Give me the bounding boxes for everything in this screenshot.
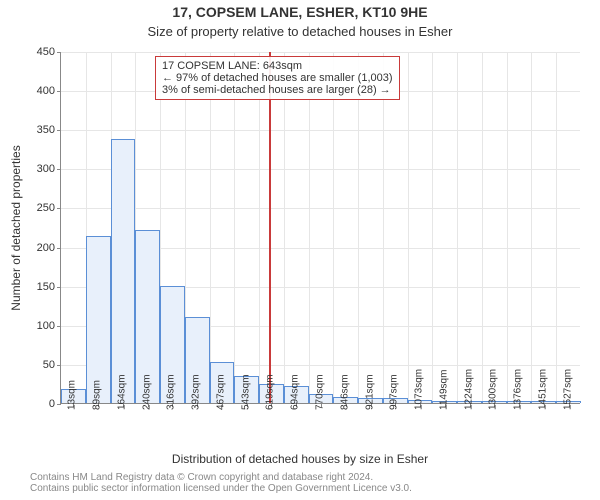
gridline-v [408, 52, 409, 403]
histogram-bar [86, 236, 111, 403]
ytick-mark [57, 404, 61, 405]
gridline-h [61, 208, 580, 209]
gridline-h [61, 169, 580, 170]
gridline-h [61, 130, 580, 131]
gridline-v [309, 52, 310, 403]
attribution-footer: Contains HM Land Registry data © Crown c… [30, 472, 412, 494]
ytick-label: 350 [5, 124, 55, 136]
attribution-line: Contains public sector information licen… [30, 483, 412, 494]
ytick-mark [57, 248, 61, 249]
gridline-h [61, 52, 580, 53]
gridline-v [333, 52, 334, 403]
ytick-mark [57, 130, 61, 131]
annotation-line: 17 COPSEM LANE: 643sqm [162, 60, 393, 72]
annotation-line: 3% of semi-detached houses are larger (2… [162, 84, 393, 96]
gridline-v [210, 52, 211, 403]
gridline-v [358, 52, 359, 403]
annotation-line: ← 97% of detached houses are smaller (1,… [162, 72, 393, 84]
marker-annotation: 17 COPSEM LANE: 643sqm ← 97% of detached… [155, 56, 400, 100]
property-size-histogram: { "title": { "text": "17, COPSEM LANE, E… [0, 0, 600, 500]
histogram-bar [111, 139, 136, 403]
plot-area [60, 52, 580, 404]
ytick-label: 0 [5, 398, 55, 410]
ytick-mark [57, 91, 61, 92]
ytick-label: 100 [5, 320, 55, 332]
gridline-v [383, 52, 384, 403]
property-marker-line [269, 52, 271, 403]
ytick-label: 450 [5, 46, 55, 58]
chart-title: 17, COPSEM LANE, ESHER, KT10 9HE [0, 4, 600, 20]
gridline-v [432, 52, 433, 403]
gridline-v [507, 52, 508, 403]
attribution-line: Contains HM Land Registry data © Crown c… [30, 472, 412, 483]
ytick-mark [57, 287, 61, 288]
gridline-v [234, 52, 235, 403]
ytick-mark [57, 169, 61, 170]
ytick-mark [57, 208, 61, 209]
ytick-label: 400 [5, 85, 55, 97]
ytick-label: 50 [5, 359, 55, 371]
x-axis-label: Distribution of detached houses by size … [0, 452, 600, 466]
gridline-v [531, 52, 532, 403]
ytick-mark [57, 52, 61, 53]
ytick-mark [57, 326, 61, 327]
gridline-v [284, 52, 285, 403]
chart-subtitle: Size of property relative to detached ho… [0, 24, 600, 39]
gridline-v [259, 52, 260, 403]
gridline-v [556, 52, 557, 403]
gridline-v [457, 52, 458, 403]
ytick-mark [57, 365, 61, 366]
y-axis-label: Number of detached properties [9, 145, 23, 310]
gridline-v [482, 52, 483, 403]
